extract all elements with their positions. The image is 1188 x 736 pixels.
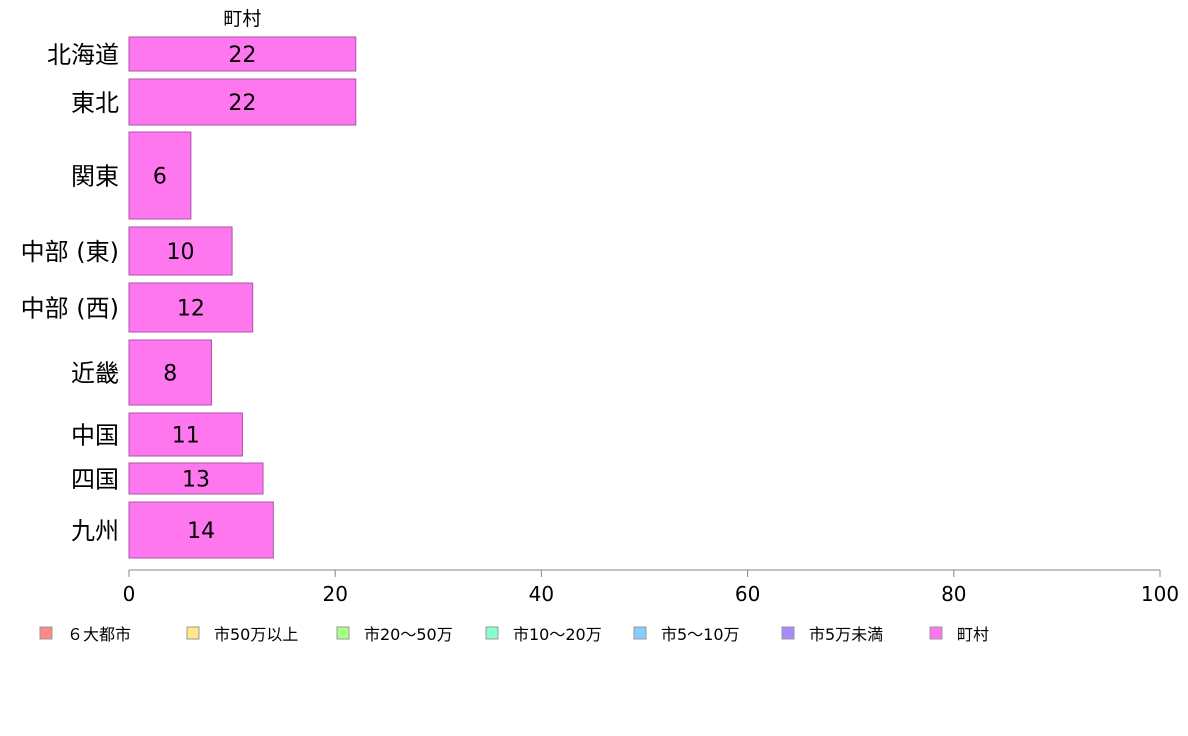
x-tick-label: 80 [941,582,966,606]
legend-swatch [781,626,795,640]
data-label: 14 [187,519,215,544]
x-tick-label: 40 [529,582,554,606]
bars-group: 北海道 22 東北 22 関東 6 中部 (東) 10 中部 (西) 12 近畿 8 中国 11 四国 13 九… [21,36,357,559]
category-label: 九州 [71,517,119,545]
bar-segment [128,78,357,126]
legend-label: 市20〜50万 [364,625,453,644]
category-label: 北海道 [47,41,119,69]
bar-segment [128,339,212,406]
legend-label: 市50万以上 [214,625,298,644]
legend-swatch [485,626,499,640]
bar-segment [128,462,264,495]
category-label: 中部 (西) [21,295,119,323]
legend-swatch [336,626,350,640]
legend-label: 市10〜20万 [513,625,602,644]
legend-label: 町村 [957,625,989,644]
data-label: 13 [182,468,210,493]
x-tick-label: 0 [123,582,136,606]
category-label: 東北 [71,89,119,117]
bar-segment [128,36,357,72]
legend-swatch [186,626,200,640]
legend-swatch [633,626,647,640]
data-label: 22 [228,91,256,116]
x-tick-label: 20 [322,582,347,606]
data-label: 8 [163,362,177,387]
x-tick-label: 100 [1141,582,1179,606]
legend: ６大都市 市50万以上 市20〜50万 市10〜20万 市5〜10万 市5万未満 町村 [39,625,989,644]
legend-swatch [929,626,943,640]
x-tick-label: 60 [735,582,760,606]
bar-segment [128,226,233,276]
legend-label: 市5〜10万 [661,625,740,644]
bar-segment [128,412,243,457]
category-label: 関東 [71,163,119,191]
category-label: 近畿 [71,360,119,388]
data-label: 10 [167,240,195,265]
bar-segment [128,131,192,220]
category-label: 中国 [71,422,119,450]
legend-label: ６大都市 [67,625,131,644]
category-label: 四国 [71,466,119,494]
legend-swatch [39,626,53,640]
data-label: 6 [153,165,167,190]
series-title: 町村 [223,8,261,30]
data-label: 12 [177,297,205,322]
data-label: 22 [228,43,256,68]
legend-label: 市5万未満 [809,625,883,644]
category-label: 中部 (東) [21,238,119,266]
bar-segment [128,501,274,559]
x-axis: 0 20 40 60 80 100 [123,569,1179,606]
bar-segment [128,282,254,333]
data-label: 11 [172,424,200,449]
